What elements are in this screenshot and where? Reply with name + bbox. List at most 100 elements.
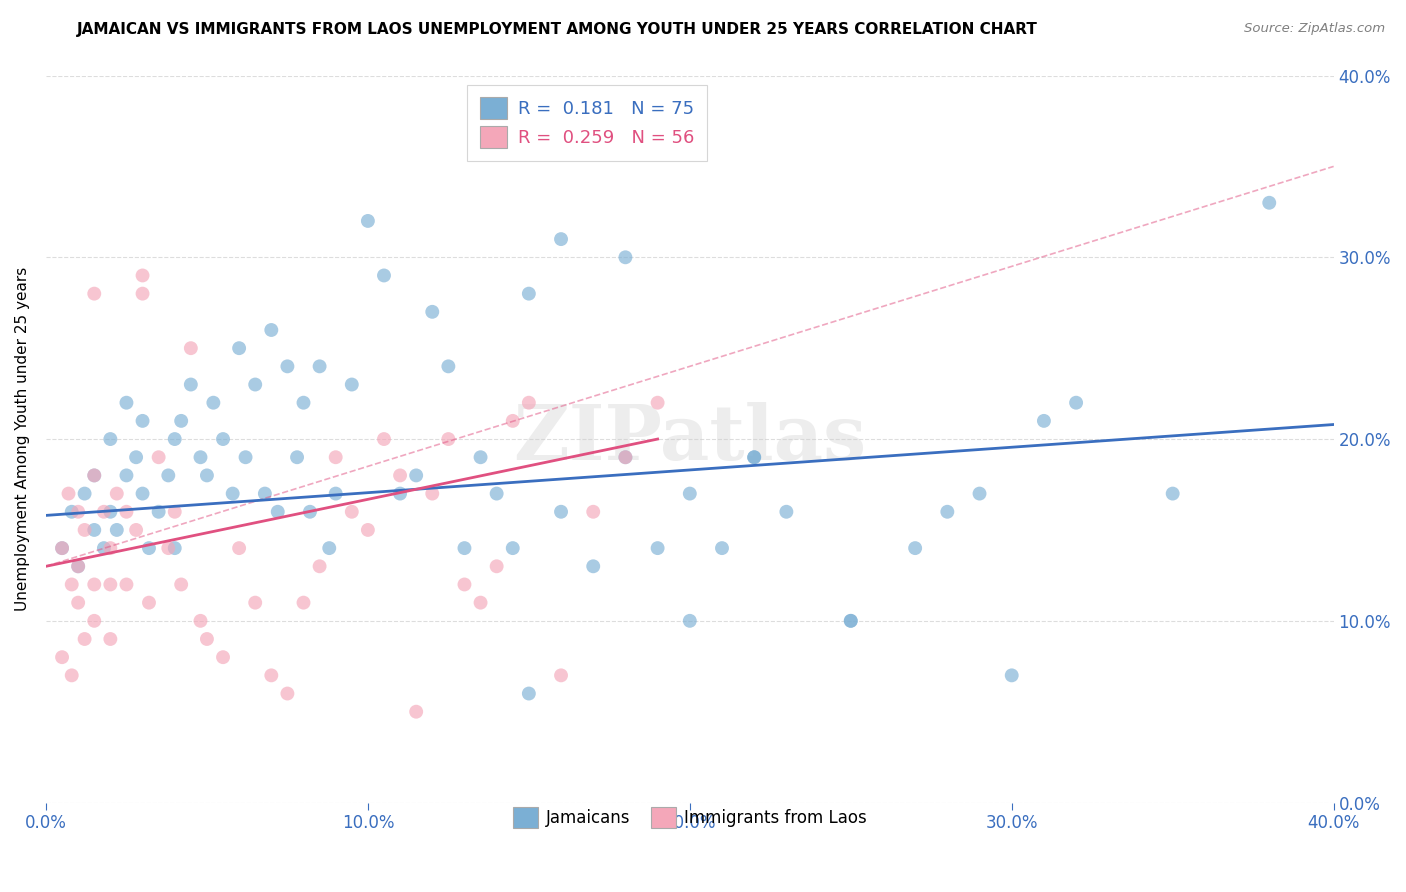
Point: [517, 395, 540, 409]
Point: [1032, 414, 1054, 428]
Point: [93, 541, 115, 555]
Point: [67, 559, 90, 574]
Point: [235, 450, 257, 465]
Point: [190, 450, 212, 465]
Point: [292, 395, 315, 409]
Point: [420, 486, 443, 500]
Point: [839, 614, 862, 628]
Point: [308, 559, 330, 574]
Point: [389, 468, 412, 483]
Point: [228, 341, 250, 355]
Point: [83, 468, 105, 483]
Point: [405, 468, 427, 483]
Point: [115, 395, 138, 409]
Point: [253, 486, 276, 500]
Point: [170, 577, 193, 591]
Point: [308, 359, 330, 374]
Point: [83, 468, 105, 483]
Point: [170, 414, 193, 428]
Point: [340, 377, 363, 392]
Point: [502, 414, 524, 428]
Point: [904, 541, 927, 555]
Point: [550, 232, 572, 246]
Point: [245, 596, 267, 610]
Point: [298, 505, 321, 519]
Point: [131, 268, 153, 283]
Point: [131, 286, 153, 301]
Point: [163, 541, 186, 555]
Point: [389, 486, 412, 500]
Point: [60, 668, 83, 682]
Point: [93, 505, 115, 519]
Text: JAMAICAN VS IMMIGRANTS FROM LAOS UNEMPLOYMENT AMONG YOUTH UNDER 25 YEARS CORRELA: JAMAICAN VS IMMIGRANTS FROM LAOS UNEMPLO…: [77, 22, 1038, 37]
Point: [647, 395, 669, 409]
Point: [67, 505, 90, 519]
Point: [67, 559, 90, 574]
Point: [115, 505, 138, 519]
Point: [647, 541, 669, 555]
Point: [212, 650, 235, 665]
Point: [742, 450, 765, 465]
Point: [340, 505, 363, 519]
Point: [969, 486, 991, 500]
Point: [180, 377, 202, 392]
Point: [517, 687, 540, 701]
Point: [83, 577, 105, 591]
Point: [98, 577, 121, 591]
Point: [325, 450, 347, 465]
Point: [73, 632, 96, 646]
Point: [839, 614, 862, 628]
Point: [775, 505, 797, 519]
Point: [679, 486, 702, 500]
Point: [58, 486, 80, 500]
Point: [260, 668, 283, 682]
Point: [51, 541, 73, 555]
Point: [51, 650, 73, 665]
Point: [105, 486, 128, 500]
Point: [318, 541, 340, 555]
Point: [83, 614, 105, 628]
Point: [190, 614, 212, 628]
Point: [550, 668, 572, 682]
Text: ZIPatlas: ZIPatlas: [513, 402, 866, 476]
Point: [276, 359, 298, 374]
Point: [60, 577, 83, 591]
Point: [125, 450, 148, 465]
Point: [98, 505, 121, 519]
Point: [245, 377, 267, 392]
Point: [582, 559, 605, 574]
Point: [228, 541, 250, 555]
Point: [420, 305, 443, 319]
Point: [115, 577, 138, 591]
Point: [60, 505, 83, 519]
Point: [502, 541, 524, 555]
Point: [373, 268, 395, 283]
Point: [1161, 486, 1184, 500]
Point: [131, 414, 153, 428]
Point: [163, 505, 186, 519]
Point: [98, 632, 121, 646]
Point: [195, 632, 218, 646]
Point: [470, 450, 492, 465]
Point: [614, 250, 637, 264]
Y-axis label: Unemployment Among Youth under 25 years: Unemployment Among Youth under 25 years: [15, 267, 30, 611]
Point: [582, 505, 605, 519]
Point: [357, 523, 380, 537]
Point: [1001, 668, 1024, 682]
Point: [180, 341, 202, 355]
Point: [83, 523, 105, 537]
Point: [51, 541, 73, 555]
Point: [83, 286, 105, 301]
Point: [67, 596, 90, 610]
Point: [614, 450, 637, 465]
Point: [437, 432, 460, 446]
Point: [517, 286, 540, 301]
Point: [105, 523, 128, 537]
Point: [157, 541, 180, 555]
Point: [115, 468, 138, 483]
Point: [711, 541, 734, 555]
Point: [614, 450, 637, 465]
Point: [405, 705, 427, 719]
Point: [325, 486, 347, 500]
Point: [357, 214, 380, 228]
